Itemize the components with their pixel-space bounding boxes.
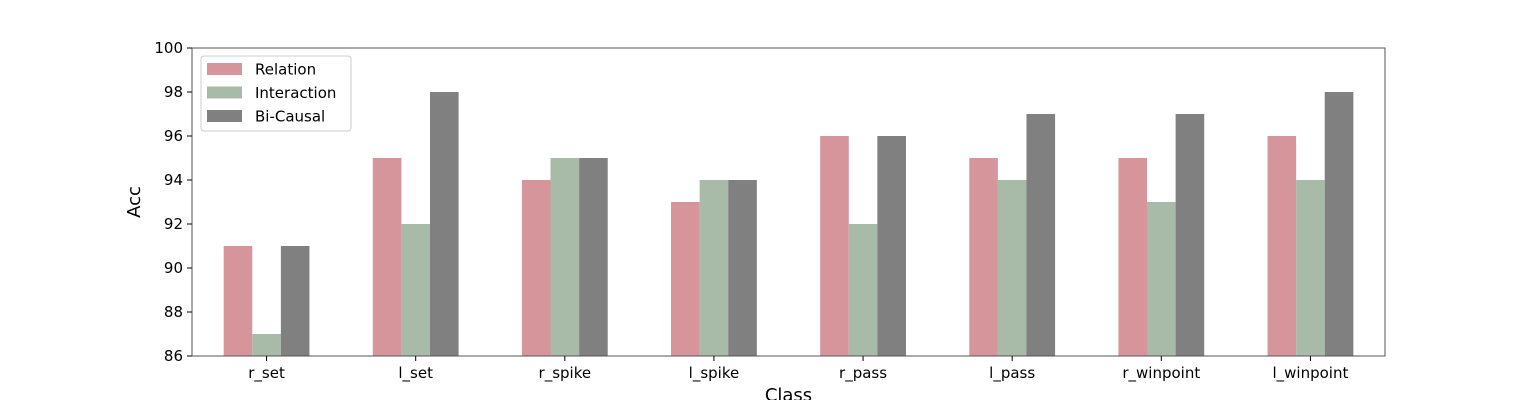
- y-tick-label: 92: [164, 215, 183, 233]
- x-tick-label: r_winpoint: [1122, 364, 1200, 383]
- bar-interaction-l-pass: [997, 180, 1027, 356]
- y-tick-label: 100: [154, 39, 183, 57]
- legend-swatch: [207, 63, 242, 75]
- bar-relation-r-winpoint: [1118, 158, 1148, 356]
- x-tick-label: l_spike: [689, 364, 740, 383]
- bar-relation-r-pass: [820, 136, 849, 356]
- y-tick-label: 88: [164, 303, 183, 321]
- x-tick-label: r_spike: [539, 364, 592, 383]
- legend-label: Relation: [255, 61, 316, 79]
- legend-swatch: [207, 110, 242, 122]
- bar-bi-causal-l-winpoint: [1324, 92, 1354, 356]
- legend-swatch: [207, 86, 242, 99]
- bar-interaction-l-winpoint: [1296, 180, 1325, 356]
- bar-bi-causal-r-pass: [877, 136, 906, 356]
- bar-interaction-r-pass: [848, 224, 878, 356]
- y-axis-label: Acc: [124, 186, 145, 218]
- bar-relation-r-spike: [521, 180, 551, 356]
- bar-bi-causal-l-spike: [728, 180, 757, 356]
- bar-relation-r-set: [223, 246, 253, 356]
- bar-relation-l-set: [372, 158, 402, 356]
- bar-interaction-l-spike: [699, 180, 729, 356]
- legend-label: Interaction: [255, 84, 336, 102]
- x-axis-label: Class: [765, 385, 812, 400]
- x-axis: r_set l_set r_spike l_spike r_pass l_pass r_wi…: [248, 356, 1348, 383]
- bar-interaction-r-spike: [550, 158, 580, 356]
- legend-label: Bi-Causal: [255, 108, 325, 126]
- y-tick-label: 98: [164, 83, 183, 101]
- bar-bi-causal-r-spike: [579, 158, 608, 356]
- bar-relation-l-pass: [969, 158, 998, 356]
- bars-layer: [223, 92, 1354, 356]
- bar-relation-l-winpoint: [1267, 136, 1297, 356]
- x-tick-label: l_pass: [989, 364, 1035, 383]
- bar-bi-causal-l-pass: [1026, 114, 1056, 356]
- bar-relation-l-spike: [671, 202, 700, 356]
- x-tick-label: r_pass: [839, 364, 887, 383]
- plot-frame: [191, 47, 1386, 357]
- x-tick-label: l_set: [398, 364, 433, 383]
- y-tick-label: 90: [164, 259, 183, 277]
- y-axis: 86 88 90 92 94 96 98 100: [154, 39, 192, 365]
- y-tick-label: 86: [164, 347, 183, 365]
- bar-bi-causal-l-set: [429, 92, 459, 356]
- y-tick-label: 94: [164, 171, 183, 189]
- bar-interaction-r-winpoint: [1147, 202, 1176, 356]
- x-tick-label: r_set: [248, 364, 285, 383]
- bar-interaction-r-set: [252, 334, 281, 356]
- bar-bi-causal-r-set: [280, 246, 310, 356]
- bar-bi-causal-r-winpoint: [1175, 114, 1205, 356]
- bar-interaction-l-set: [401, 224, 430, 356]
- legend: Relation Interaction Bi-Causal: [200, 55, 352, 132]
- y-tick-label: 96: [164, 127, 183, 145]
- x-tick-label: l_winpoint: [1273, 364, 1349, 383]
